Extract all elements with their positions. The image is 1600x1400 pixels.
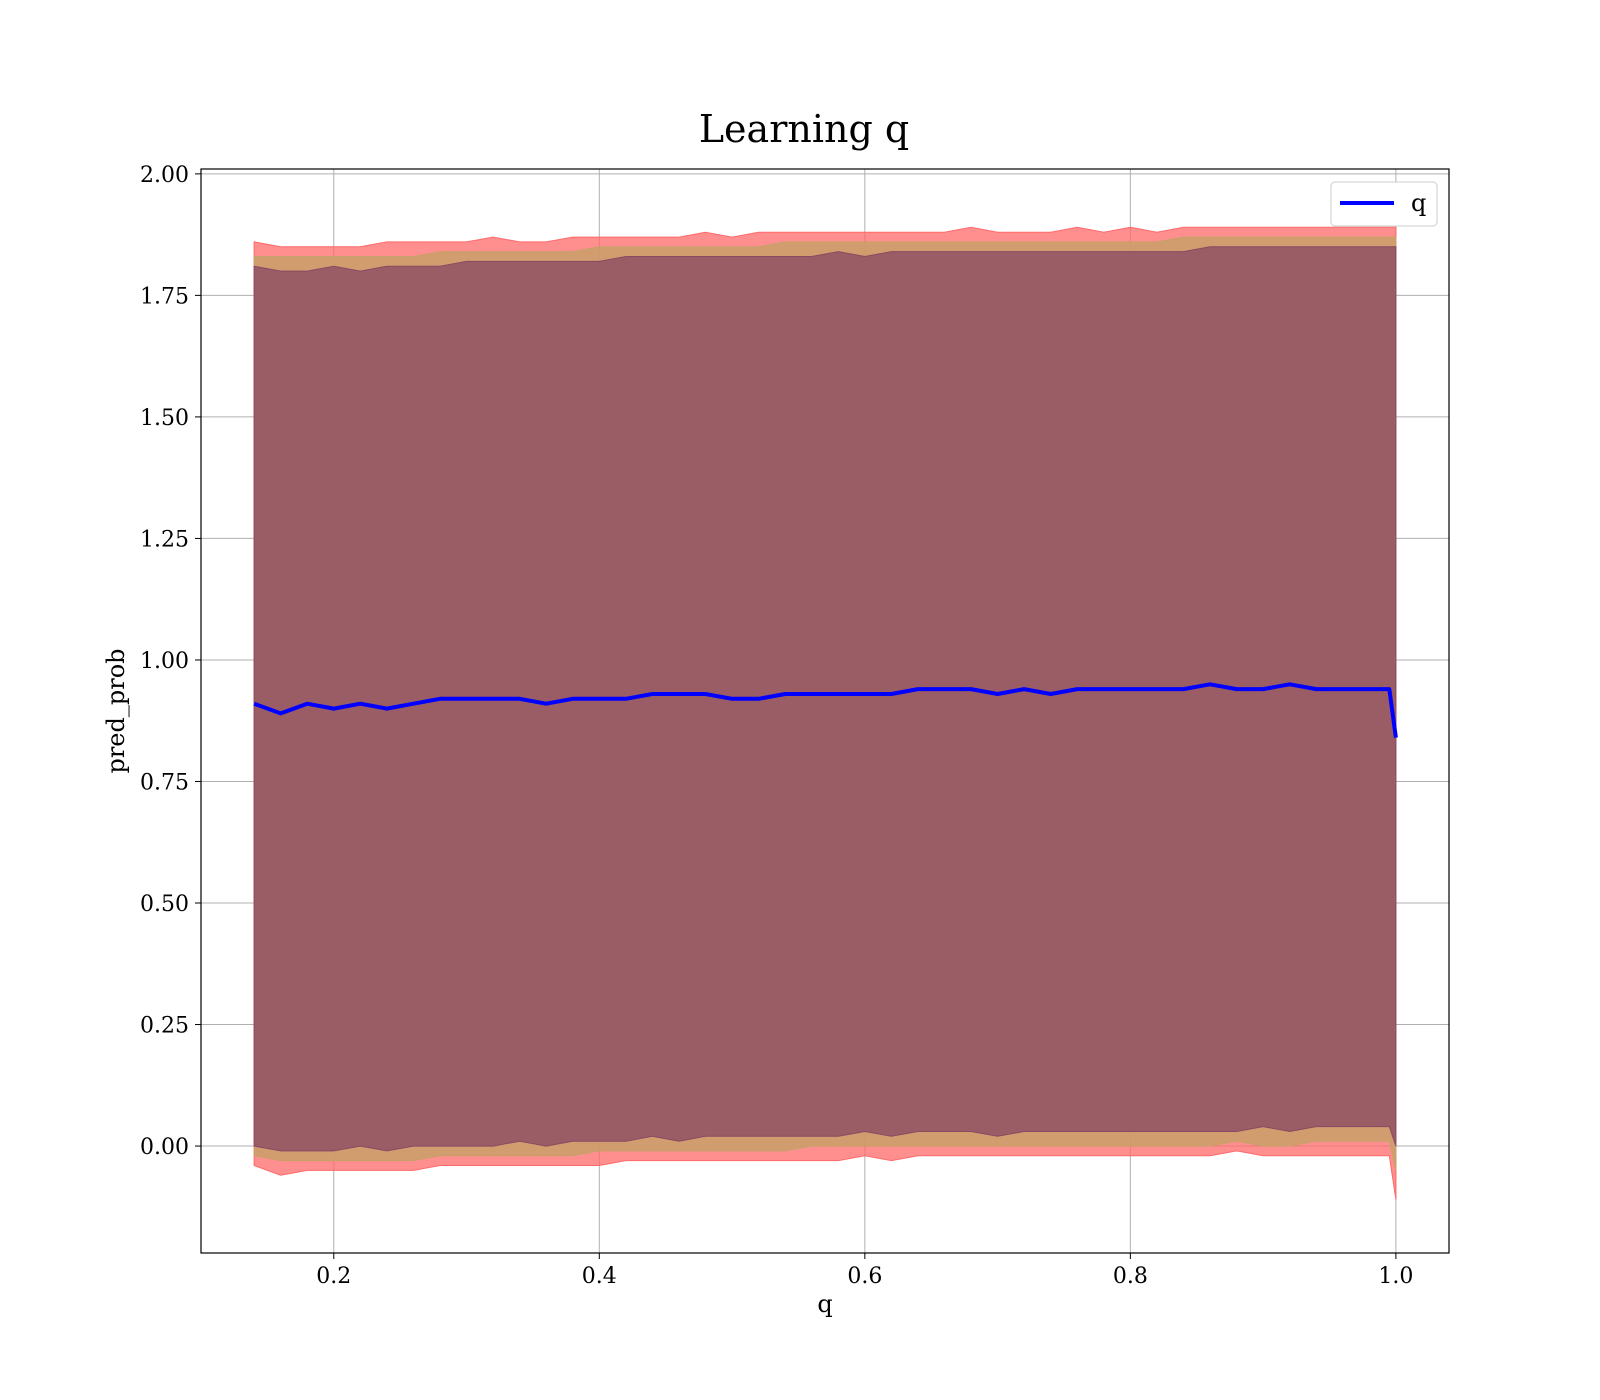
x-tick-label: 0.8: [1113, 1264, 1148, 1289]
chart-title: Learning q: [699, 107, 909, 151]
legend-label-q: q: [1411, 189, 1426, 217]
y-tick-label: 0.25: [140, 1014, 189, 1039]
band-inner: [253, 246, 1397, 1152]
y-tick-label: 1.25: [140, 527, 189, 552]
x-tick-label: 0.4: [582, 1264, 617, 1289]
y-axis: 0.00 0.25 0.50 0.75 1.00 1.25 1.50 1.75 2.00: [140, 163, 201, 1160]
x-tick-label: 0.2: [316, 1264, 351, 1289]
y-tick-label: 0.00: [140, 1135, 189, 1160]
y-tick-label: 1.00: [140, 649, 189, 674]
y-axis-label: pred_prob: [102, 648, 130, 773]
y-tick-label: 0.75: [140, 770, 189, 795]
y-tick-label: 2.00: [140, 163, 189, 188]
y-tick-label: 1.50: [140, 406, 189, 431]
x-axis-label: q: [817, 1290, 832, 1318]
legend: q: [1330, 181, 1438, 227]
y-tick-label: 0.50: [140, 892, 189, 917]
x-tick-label: 0.6: [847, 1264, 882, 1289]
y-tick-label: 1.75: [140, 284, 189, 309]
x-tick-label: 1.0: [1378, 1264, 1413, 1289]
series-layer: [253, 682, 1398, 738]
plot-frame: [200, 168, 1450, 1254]
confidence-bands: [253, 226, 1397, 1200]
x-axis: 0.2 0.4 0.6 0.8 1.0: [316, 1253, 1413, 1289]
